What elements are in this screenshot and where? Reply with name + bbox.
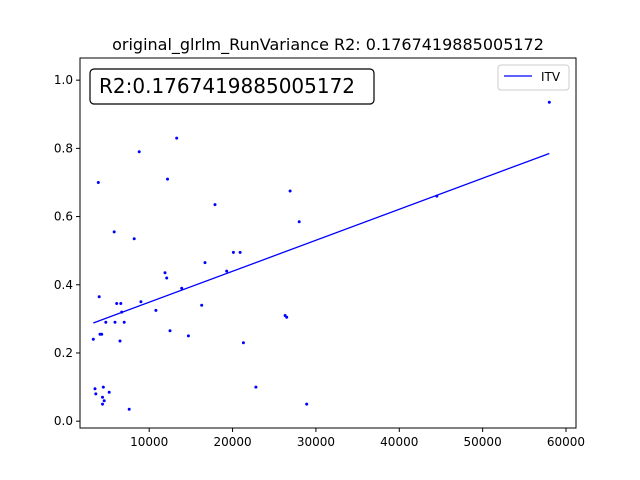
chart-title: original_glrlm_RunVariance R2: 0.1767419… <box>112 35 544 55</box>
plot-area <box>91 100 551 411</box>
data-point <box>241 341 245 345</box>
data-point <box>254 385 258 389</box>
data-point <box>305 402 309 406</box>
data-point <box>200 303 204 307</box>
data-point <box>180 286 184 290</box>
legend-box <box>497 64 570 91</box>
data-point <box>93 387 97 391</box>
data-point <box>91 337 95 341</box>
x-tick-label: 40000 <box>380 435 418 449</box>
data-point <box>94 392 98 396</box>
data-point <box>112 230 116 234</box>
x-tick-label: 30000 <box>297 435 335 449</box>
data-point <box>101 402 104 406</box>
data-point <box>101 395 104 399</box>
data-point <box>107 390 111 394</box>
y-tick-label: 1.0 <box>54 73 73 87</box>
y-tick-label: 0.0 <box>54 414 73 428</box>
data-point <box>104 320 108 324</box>
data-point <box>113 320 117 324</box>
data-point <box>231 250 235 254</box>
y-axis: 0.0 0.2 0.4 0.6 0.8 1.0 <box>54 73 80 428</box>
legend: ITV <box>497 64 570 91</box>
data-point <box>186 334 190 338</box>
data-point <box>137 150 141 154</box>
data-point <box>547 100 551 104</box>
regression-line-itv <box>93 152 550 324</box>
data-point <box>139 300 143 304</box>
data-point <box>127 407 131 411</box>
data-point <box>285 315 289 319</box>
data-point <box>101 385 105 389</box>
data-point <box>297 220 301 224</box>
data-point <box>203 261 207 265</box>
x-tick-label: 50000 <box>464 435 502 449</box>
y-tick-label: 0.2 <box>54 346 73 360</box>
legend-label-itv: ITV <box>541 70 561 84</box>
x-tick-label: 20000 <box>213 435 251 449</box>
data-point <box>238 250 242 254</box>
data-point <box>175 136 179 140</box>
data-point <box>168 329 172 333</box>
r2-annotation-box <box>89 68 375 105</box>
data-point <box>118 339 122 343</box>
data-point <box>96 181 100 184</box>
data-point <box>225 269 229 273</box>
data-point <box>132 237 136 241</box>
data-point <box>100 332 104 336</box>
data-point <box>154 308 158 312</box>
r2-annotation-text: R2:0.1767419885005172 <box>99 74 355 98</box>
y-tick-label: 0.6 <box>54 210 73 224</box>
data-point <box>288 189 292 193</box>
data-point <box>213 203 217 207</box>
data-point <box>163 271 167 275</box>
data-point <box>102 399 106 403</box>
data-point <box>119 302 123 305</box>
data-point <box>97 295 101 299</box>
y-tick-label: 0.4 <box>54 278 73 292</box>
x-tick-label: 60000 <box>547 435 585 449</box>
data-point <box>165 276 169 280</box>
x-axis: 10000 20000 30000 40000 50000 60000 <box>130 428 585 449</box>
axes-frame <box>79 57 577 429</box>
data-point <box>166 177 169 181</box>
y-tick-label: 0.8 <box>54 141 73 155</box>
data-point <box>115 302 119 305</box>
r2-annotation: R2:0.1767419885005172 <box>89 68 375 105</box>
x-tick-label: 10000 <box>130 435 168 449</box>
data-point <box>122 320 126 324</box>
